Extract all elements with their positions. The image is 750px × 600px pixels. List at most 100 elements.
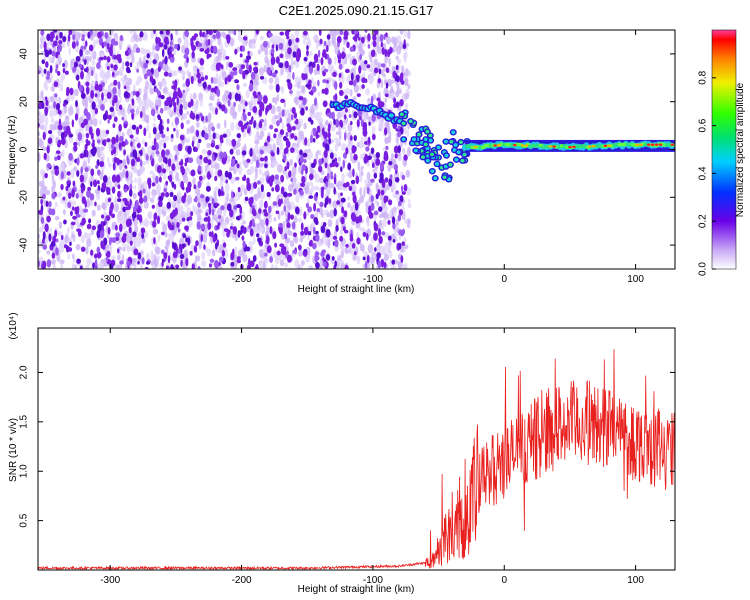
- noise-speckle: [324, 202, 327, 208]
- noise-speckle: [395, 90, 400, 98]
- noise-speckle: [159, 118, 163, 126]
- noise-speckle: [283, 261, 289, 268]
- noise-speckle: [151, 50, 155, 57]
- noise-speckle: [171, 181, 175, 186]
- noise-speckle: [127, 106, 131, 115]
- noise-speckle: [202, 81, 207, 89]
- noise-speckle: [111, 237, 117, 244]
- noise-speckle: [220, 31, 227, 38]
- noise-speckle: [71, 206, 75, 211]
- noise-speckle: [228, 167, 233, 172]
- noise-speckle: [291, 125, 296, 131]
- noise-speckle: [140, 227, 146, 234]
- noise-speckle: [386, 120, 390, 130]
- noise-speckle: [273, 217, 277, 222]
- noise-speckle: [359, 242, 363, 252]
- noise-speckle: [323, 68, 329, 73]
- noise-speckle: [242, 36, 248, 41]
- noise-speckle: [344, 264, 349, 269]
- noise-speckle: [282, 250, 287, 256]
- noise-speckle: [108, 237, 112, 246]
- colorbar-tick-label: 0.0: [698, 262, 709, 276]
- noise-speckle: [329, 209, 335, 219]
- signal-band-peak: [603, 144, 608, 148]
- noise-speckle: [212, 235, 216, 243]
- noise-speckle: [138, 124, 143, 130]
- noise-speckle: [76, 170, 80, 177]
- noise-speckle: [42, 244, 48, 250]
- noise-speckle: [260, 184, 264, 193]
- noise-speckle: [136, 68, 140, 73]
- noise-speckle: [124, 200, 129, 207]
- noise-speckle: [129, 188, 133, 197]
- noise-speckle: [309, 50, 313, 57]
- noise-speckle: [378, 235, 383, 245]
- noise-speckle: [168, 170, 174, 176]
- noise-speckle: [241, 235, 245, 241]
- noise-speckle: [101, 214, 105, 219]
- spectrogram-data: [38, 30, 675, 269]
- noise-speckle: [370, 49, 376, 58]
- noise-speckle: [279, 259, 285, 267]
- noise-speckle: [152, 46, 156, 51]
- noise-speckle: [269, 124, 274, 130]
- signal-band-peak: [512, 143, 517, 147]
- noise-speckle: [185, 78, 191, 88]
- noise-speckle: [140, 249, 144, 256]
- noise-speckle: [168, 174, 173, 183]
- noise-speckle: [284, 43, 288, 52]
- noise-speckle: [373, 67, 379, 74]
- noise-speckle: [121, 132, 125, 138]
- noise-speckle: [284, 233, 288, 240]
- noise-speckle: [217, 222, 221, 227]
- noise-speckle: [333, 207, 337, 217]
- noise-speckle: [99, 229, 105, 239]
- noise-speckle: [385, 32, 388, 38]
- noise-speckle: [174, 117, 180, 126]
- noise-speckle: [371, 113, 376, 122]
- noise-speckle: [269, 178, 273, 187]
- noise-speckle: [63, 59, 68, 70]
- noise-speckle: [268, 32, 273, 38]
- noise-speckle: [91, 209, 96, 217]
- noise-speckle: [236, 46, 240, 53]
- noise-speckle: [153, 237, 156, 245]
- noise-speckle: [371, 133, 376, 141]
- noise-speckle: [132, 90, 137, 96]
- noise-speckle: [226, 203, 232, 212]
- noise-speckle: [402, 43, 407, 50]
- noise-speckle: [316, 114, 322, 121]
- noise-speckle: [236, 163, 240, 169]
- noise-speckle: [367, 210, 372, 216]
- noise-speckle: [184, 157, 189, 164]
- noise-speckle: [181, 45, 186, 54]
- noise-speckle: [342, 226, 346, 232]
- noise-speckle: [274, 264, 278, 269]
- noise-speckle: [289, 240, 295, 248]
- noise-speckle: [335, 118, 340, 128]
- snr-ytick-label: 1.5: [19, 414, 30, 428]
- noise-speckle: [176, 222, 180, 228]
- noise-speckle: [299, 155, 304, 164]
- noise-speckle: [157, 97, 161, 106]
- noise-speckle: [145, 261, 150, 265]
- noise-speckle: [239, 214, 242, 219]
- noise-speckle: [93, 253, 98, 259]
- noise-speckle: [376, 97, 381, 102]
- noise-speckle: [142, 111, 146, 118]
- noise-speckle: [74, 88, 79, 97]
- noise-speckle: [287, 212, 291, 221]
- noise-speckle: [296, 137, 302, 144]
- noise-speckle: [105, 256, 109, 262]
- noise-speckle: [309, 167, 314, 176]
- noise-speckle: [210, 218, 214, 229]
- noise-speckle: [227, 99, 231, 107]
- noise-speckle: [133, 236, 139, 243]
- noise-speckle: [366, 171, 371, 181]
- noise-speckle: [163, 174, 167, 181]
- noise-speckle: [246, 264, 251, 269]
- noise-speckle: [84, 200, 87, 208]
- noise-speckle: [325, 44, 329, 53]
- noise-speckle: [97, 31, 102, 39]
